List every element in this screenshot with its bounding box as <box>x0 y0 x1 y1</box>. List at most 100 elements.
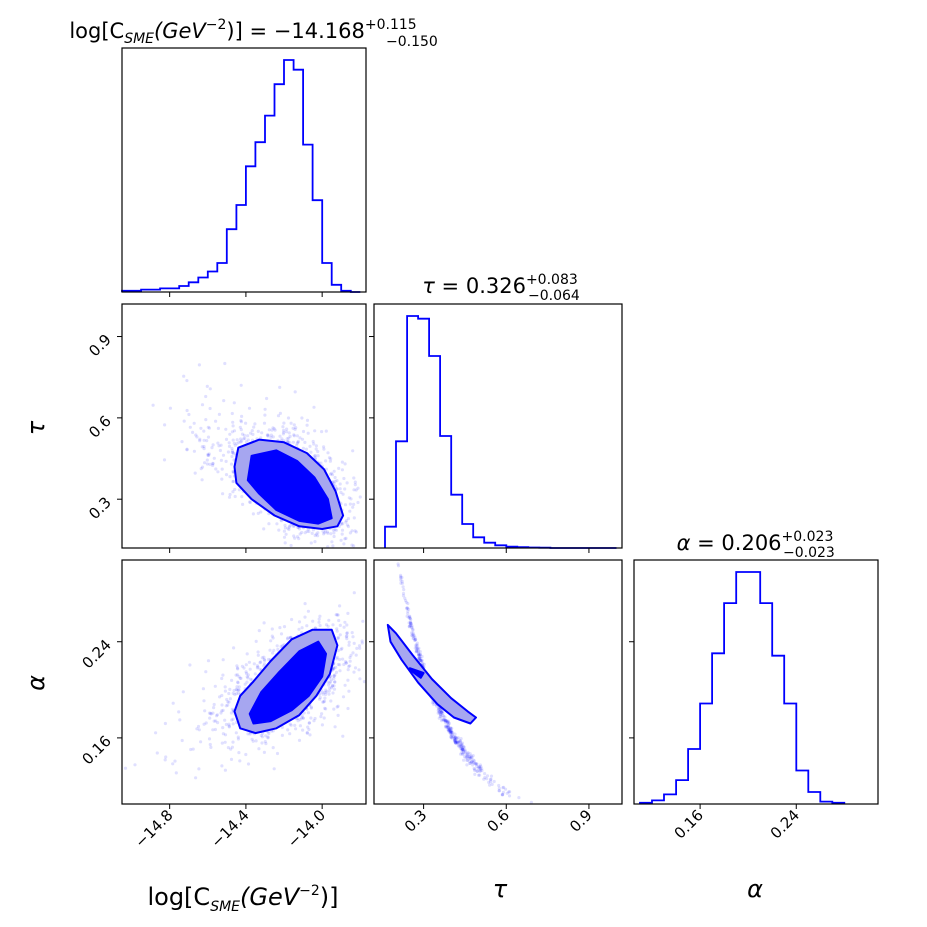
scatter-logC-alpha-point <box>351 651 355 655</box>
scatter-logC-tau-point <box>352 516 356 520</box>
scatter-logC-tau-point <box>287 431 291 435</box>
scatter-tau-alpha-point <box>529 800 534 804</box>
scatter-logC-tau-point <box>278 434 282 438</box>
scatter-tau-alpha-point <box>450 730 454 735</box>
scatter-tau-alpha-point <box>408 624 412 628</box>
scatter-logC-tau-point <box>314 532 318 536</box>
scatter-logC-tau-point <box>244 421 248 425</box>
scatter-logC-tau-point <box>211 443 215 447</box>
scatter-tau-alpha-point <box>453 741 458 745</box>
scatter-tau-alpha-point <box>419 659 423 663</box>
scatter-tau-alpha-point <box>404 600 408 604</box>
scatter-tau-alpha-point <box>410 631 414 635</box>
scatter-logC-alpha-point <box>338 633 342 637</box>
scatter-logC-alpha-point <box>311 619 315 623</box>
scatter-logC-alpha-point <box>353 666 358 670</box>
scatter-logC-alpha-point <box>326 624 330 628</box>
scatter-logC-alpha-point <box>297 620 302 624</box>
scatter-logC-tau-point <box>278 385 282 389</box>
scatter-logC-alpha-point <box>226 746 230 750</box>
scatter-logC-tau-point <box>195 435 199 439</box>
scatter-tau-alpha-point <box>497 789 501 793</box>
scatter-tau-alpha-point <box>470 755 474 759</box>
scatter-tau-alpha-point <box>411 628 415 632</box>
scatter-logC-alpha-point <box>223 733 228 737</box>
scatter-logC-alpha-point <box>346 668 350 672</box>
scatter-logC-alpha-point <box>237 751 241 755</box>
scatter-tau-alpha-point <box>415 641 419 645</box>
scatter-logC-alpha-point <box>334 665 338 669</box>
scatter-logC-tau-point <box>298 436 302 440</box>
scatter-logC-alpha-point <box>335 613 339 617</box>
scatter-tau-alpha-point <box>401 585 405 589</box>
scatter-logC-alpha-point <box>234 673 238 677</box>
scatter-logC-tau-point <box>198 439 202 443</box>
scatter-logC-tau-point <box>210 446 214 450</box>
scatter-tau-alpha-point <box>447 728 451 733</box>
scatter-logC-tau-point <box>224 427 228 431</box>
scatter-tau-alpha-point <box>407 625 411 629</box>
scatter-logC-tau-point <box>311 439 315 444</box>
scatter-logC-tau-point <box>233 487 237 492</box>
scatter-logC-tau-point <box>230 430 234 434</box>
scatter-logC-tau-point <box>202 447 206 451</box>
scatter-tau-alpha-point <box>412 633 416 638</box>
scatter-tau-alpha-point <box>447 730 451 734</box>
scatter-logC-tau-point <box>219 443 223 447</box>
scatter-tau-alpha-point <box>489 774 494 778</box>
scatter-logC-tau-point <box>182 374 186 378</box>
scatter-logC-alpha-point <box>223 768 227 772</box>
scatter-logC-alpha-point <box>208 716 212 720</box>
scatter-logC-alpha-point <box>301 716 305 720</box>
scatter-logC-alpha-point <box>334 613 338 617</box>
scatter-tau-alpha-point <box>502 785 506 789</box>
scatter-logC-alpha-point <box>328 681 332 685</box>
scatter-tau-alpha-point <box>458 740 462 744</box>
scatter-tau-alpha-point <box>406 611 410 616</box>
scatter-tau-alpha-point <box>449 730 453 734</box>
scatter-logC-alpha-point <box>330 678 334 682</box>
scatter-logC-alpha-point <box>336 613 340 617</box>
scatter-logC-tau-point <box>216 426 220 430</box>
scatter-tau-alpha-point <box>467 759 471 763</box>
scatter-logC-tau-point <box>211 461 215 465</box>
scatter-logC-tau-point <box>324 459 328 463</box>
scatter-tau-alpha-point <box>438 710 442 714</box>
scatter-logC-alpha-point <box>309 706 313 710</box>
scatter-logC-alpha-point <box>213 727 217 732</box>
panel-frame-tau-alpha <box>373 559 623 805</box>
scatter-logC-alpha-point <box>286 728 290 732</box>
scatter-tau-alpha-point <box>450 736 454 740</box>
scatter-tau-alpha-point <box>505 791 509 795</box>
scatter-tau-alpha-point <box>475 762 479 766</box>
scatter-logC-alpha-point <box>257 629 261 633</box>
scatter-logC-alpha-point <box>358 646 362 650</box>
scatter-logC-alpha-point <box>208 742 212 747</box>
scatter-logC-alpha-point <box>313 716 317 721</box>
scatter-logC-tau-point <box>207 453 211 457</box>
scatter-logC-tau-point <box>289 543 293 548</box>
scatter-tau-alpha-point <box>417 653 421 657</box>
scatter-logC-alpha-point <box>333 680 337 684</box>
scatter-tau-alpha-point <box>457 744 461 748</box>
scatter-logC-tau-point <box>340 468 344 472</box>
scatter-tau-alpha-point <box>407 624 411 628</box>
scatter-logC-alpha-point <box>299 716 303 720</box>
scatter-tau-alpha-point <box>489 777 493 781</box>
scatter-tau-alpha-point <box>488 783 492 787</box>
scatter-logC-alpha-point <box>230 718 234 722</box>
scatter-tau-alpha-point <box>478 765 482 769</box>
scatter-logC-alpha-point <box>317 617 321 621</box>
scatter-logC-tau-point <box>339 538 343 542</box>
scatter-logC-alpha-point <box>194 776 198 780</box>
scatter-tau-alpha-point <box>413 635 417 640</box>
scatter-tau-alpha-point <box>446 720 450 724</box>
scatter-logC-tau-point <box>288 441 292 445</box>
scatter-logC-alpha-point <box>244 663 248 667</box>
scatter-logC-tau-point <box>286 416 291 420</box>
scatter-tau-alpha-point <box>471 761 475 765</box>
scatter-logC-alpha-point <box>344 661 349 665</box>
scatter-logC-alpha-point <box>331 623 335 627</box>
scatter-tau-alpha-point <box>471 758 475 762</box>
scatter-logC-tau-point <box>256 429 260 433</box>
